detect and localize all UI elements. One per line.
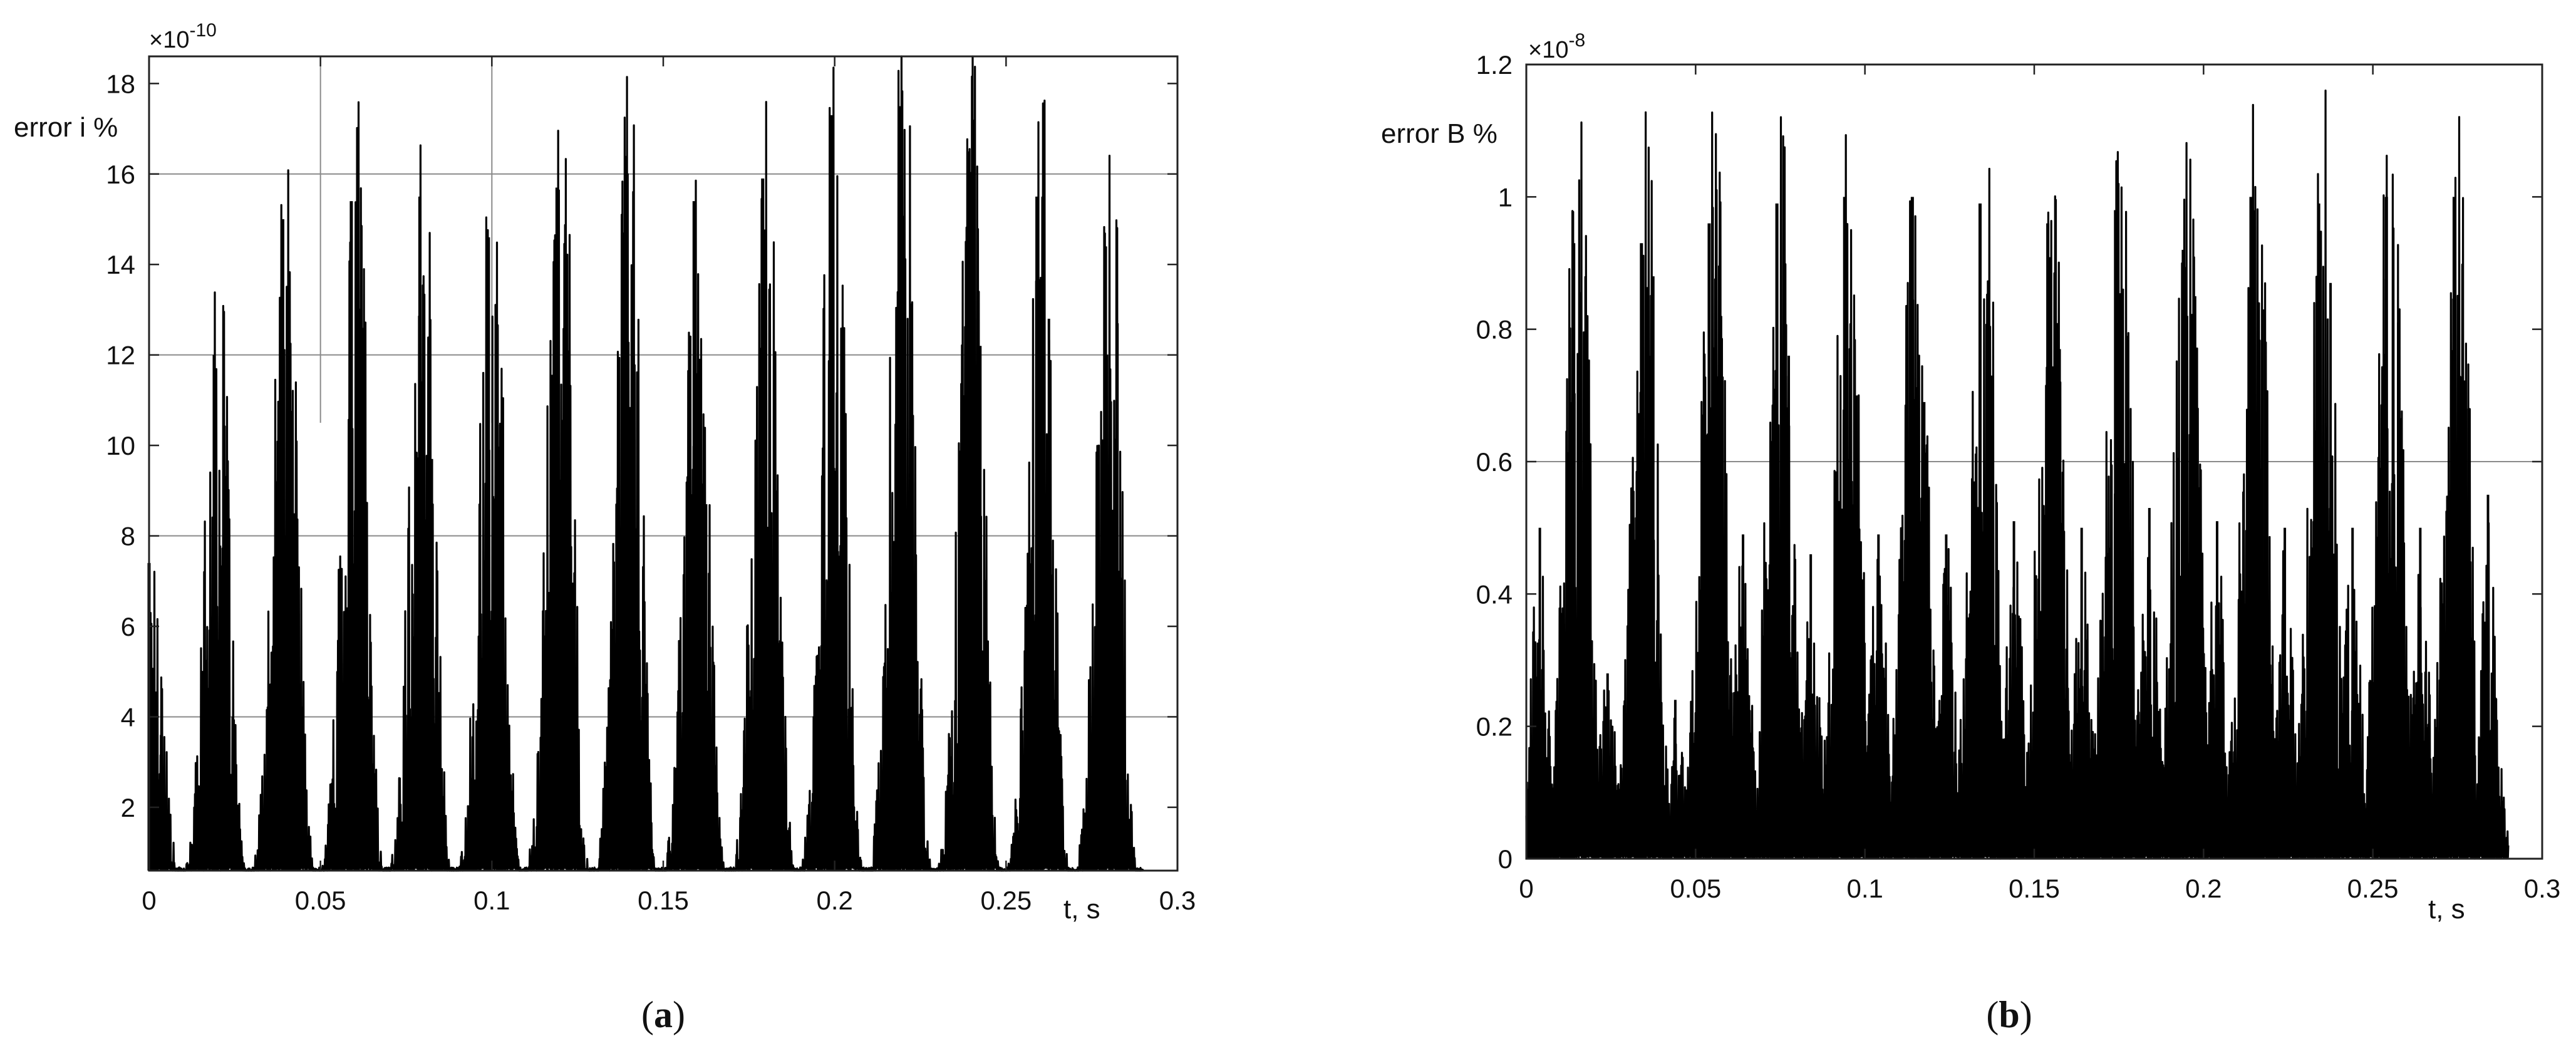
y-axis-label-a: error i % bbox=[14, 112, 118, 143]
x-tick-label: 0.3 bbox=[2524, 874, 2560, 903]
y-tick-label: 10 bbox=[106, 431, 135, 460]
x-tick-label: 0.05 bbox=[1670, 874, 1721, 903]
x-tick-label: 0.2 bbox=[816, 886, 852, 915]
error-signal-line bbox=[1525, 90, 2510, 860]
x-tick-label: 0.05 bbox=[295, 886, 346, 915]
x-tick-label: 0.1 bbox=[1846, 874, 1883, 903]
series-b bbox=[1525, 90, 2510, 860]
panel-letter-b: b bbox=[1999, 994, 2019, 1035]
x-tick-label: 0 bbox=[1519, 874, 1533, 903]
x-tick-label: 0.3 bbox=[1159, 886, 1196, 915]
y-tick-label: 1 bbox=[1498, 182, 1513, 212]
y-exponent-a: ×10-10 bbox=[149, 20, 217, 53]
x-tick-label: 0.25 bbox=[980, 886, 1032, 915]
chart-a: 2 4 6 8 10 12 14 16 18 0 0.05 0.1 0.15 0.2 0.25 0.3 ×10… bbox=[14, 20, 1196, 1035]
y-exponent-b: ×10-8 bbox=[1528, 30, 1585, 63]
y-axis-label-b: error B % bbox=[1381, 118, 1497, 149]
y-tick-label: 18 bbox=[106, 69, 135, 98]
y-tick-label: 1.2 bbox=[1476, 50, 1513, 80]
x-axis-label-b: t, s bbox=[2428, 894, 2465, 924]
panel-label-b: (b) bbox=[1986, 994, 2032, 1035]
y-exponent-power-b: -8 bbox=[1568, 30, 1585, 51]
y-tick-label: 6 bbox=[121, 612, 135, 641]
ticks-b: 0 0.2 0.4 0.6 0.8 1 1.2 0 0.05 0.1 0.15 0.2 0.25 0.3 bbox=[1476, 50, 2561, 903]
grid-a bbox=[149, 56, 1177, 718]
series-a bbox=[147, 55, 1144, 872]
y-tick-label: 16 bbox=[106, 160, 135, 189]
y-tick-label: 0.4 bbox=[1476, 579, 1513, 609]
panel-label-a: (a) bbox=[641, 994, 685, 1035]
panel-letter-a: a bbox=[654, 994, 673, 1035]
y-exponent-power-a: -10 bbox=[189, 20, 216, 41]
ticks-a: 2 4 6 8 10 12 14 16 18 0 0.05 0.1 0.15 0.2 0.25 0.3 bbox=[106, 56, 1196, 915]
x-axis-label-a: t, s bbox=[1063, 894, 1100, 924]
y-exponent-base-b: ×10 bbox=[1528, 37, 1568, 63]
y-tick-label: 0 bbox=[1498, 844, 1513, 874]
x-tick-label: 0.15 bbox=[2009, 874, 2060, 903]
x-tick-label: 0.25 bbox=[2347, 874, 2399, 903]
x-tick-label: 0 bbox=[142, 886, 156, 915]
y-tick-label: 8 bbox=[121, 522, 135, 551]
y-tick-label: 0.2 bbox=[1476, 712, 1513, 742]
y-tick-label: 12 bbox=[106, 341, 135, 370]
x-tick-label: 0.1 bbox=[473, 886, 510, 915]
x-tick-label: 0.15 bbox=[638, 886, 689, 915]
y-tick-label: 14 bbox=[106, 250, 135, 279]
y-tick-label: 0.8 bbox=[1476, 315, 1513, 344]
y-tick-label: 4 bbox=[121, 702, 135, 732]
chart-b: 00.20.40.60.811.20 0.05 0.1 0.15 0.2 0.25 0.3 … bbox=[1381, 30, 2560, 1035]
x-tick-label: 0.2 bbox=[2185, 874, 2222, 903]
y-tick-label: 2 bbox=[121, 793, 135, 822]
y-tick-label: 0.6 bbox=[1476, 447, 1513, 477]
y-exponent-base-a: ×10 bbox=[149, 27, 189, 53]
